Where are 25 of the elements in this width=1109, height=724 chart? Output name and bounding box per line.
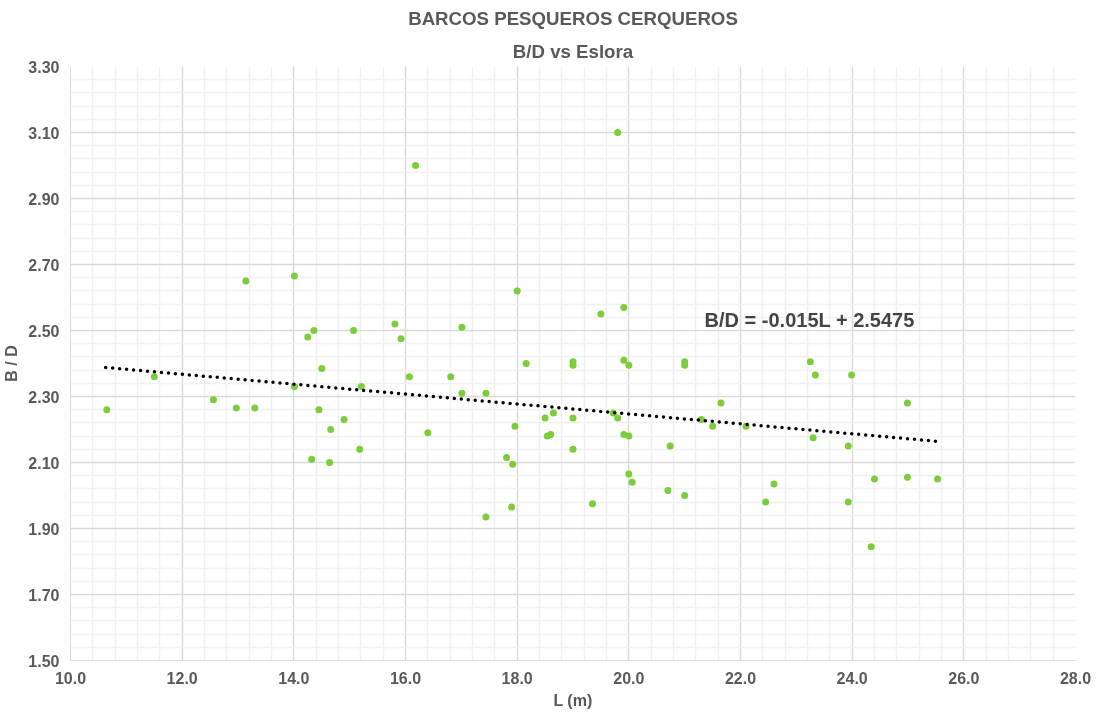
x-tick-label: 10.0 [54, 669, 87, 687]
x-tick-label: 28.0 [1059, 669, 1092, 687]
y-tick-label: 1.50 [28, 652, 60, 670]
y-tick-label: 2.70 [28, 256, 60, 274]
y-tick-label: 3.10 [28, 124, 60, 142]
x-tick-label: 20.0 [613, 669, 645, 687]
x-tick-label: 22.0 [724, 669, 757, 687]
x-tick-label: 18.0 [501, 669, 533, 687]
x-axis-title: L (m) [553, 691, 593, 709]
y-tick-label: 1.70 [28, 586, 60, 604]
y-tick-label: 2.30 [28, 388, 60, 406]
x-tick-label: 26.0 [948, 669, 980, 687]
annotation: B/D = -0.015L + 2.5475 [704, 308, 915, 331]
y-tick-label: 3.30 [28, 58, 60, 76]
x-tick-label: 12.0 [166, 669, 198, 687]
x-tick-label: 14.0 [278, 669, 310, 687]
y-tick-label: 2.50 [28, 322, 60, 340]
y-axis-title: B / D [3, 345, 21, 382]
chart-title: BARCOS PESQUEROS CERQUEROS [408, 7, 738, 29]
x-tick-label: 24.0 [836, 669, 868, 687]
y-tick-label: 2.90 [28, 190, 60, 208]
y-tick-label: 2.10 [28, 454, 60, 472]
x-tick-label: 16.0 [389, 669, 422, 687]
chart-subtitle: B/D vs Eslora [512, 40, 634, 62]
y-tick-label: 1.90 [28, 520, 60, 538]
